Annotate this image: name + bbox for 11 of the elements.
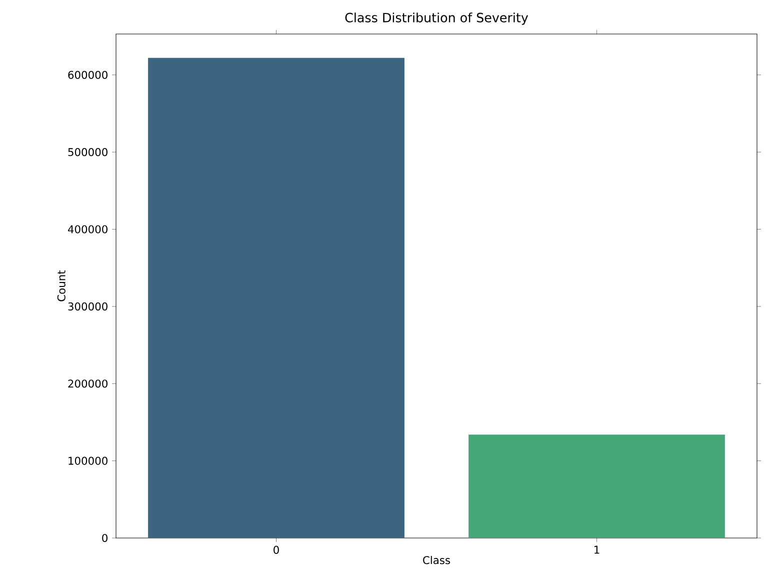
y-tick-label: 100000: [68, 456, 108, 465]
y-tick-label: 400000: [68, 225, 108, 234]
y-tick-label: 200000: [68, 380, 108, 388]
y-tick-label: 500000: [68, 148, 108, 156]
y-tick-label: 600000: [68, 70, 108, 79]
chart-title: Class Distribution of Severity: [345, 12, 528, 25]
y-axis-title: Count: [57, 270, 66, 302]
y-tick-label: 0: [102, 534, 108, 542]
x-axis-title: Class: [423, 556, 450, 564]
y-tick-label: 300000: [68, 302, 108, 310]
x-tick-label: 1: [594, 546, 600, 554]
